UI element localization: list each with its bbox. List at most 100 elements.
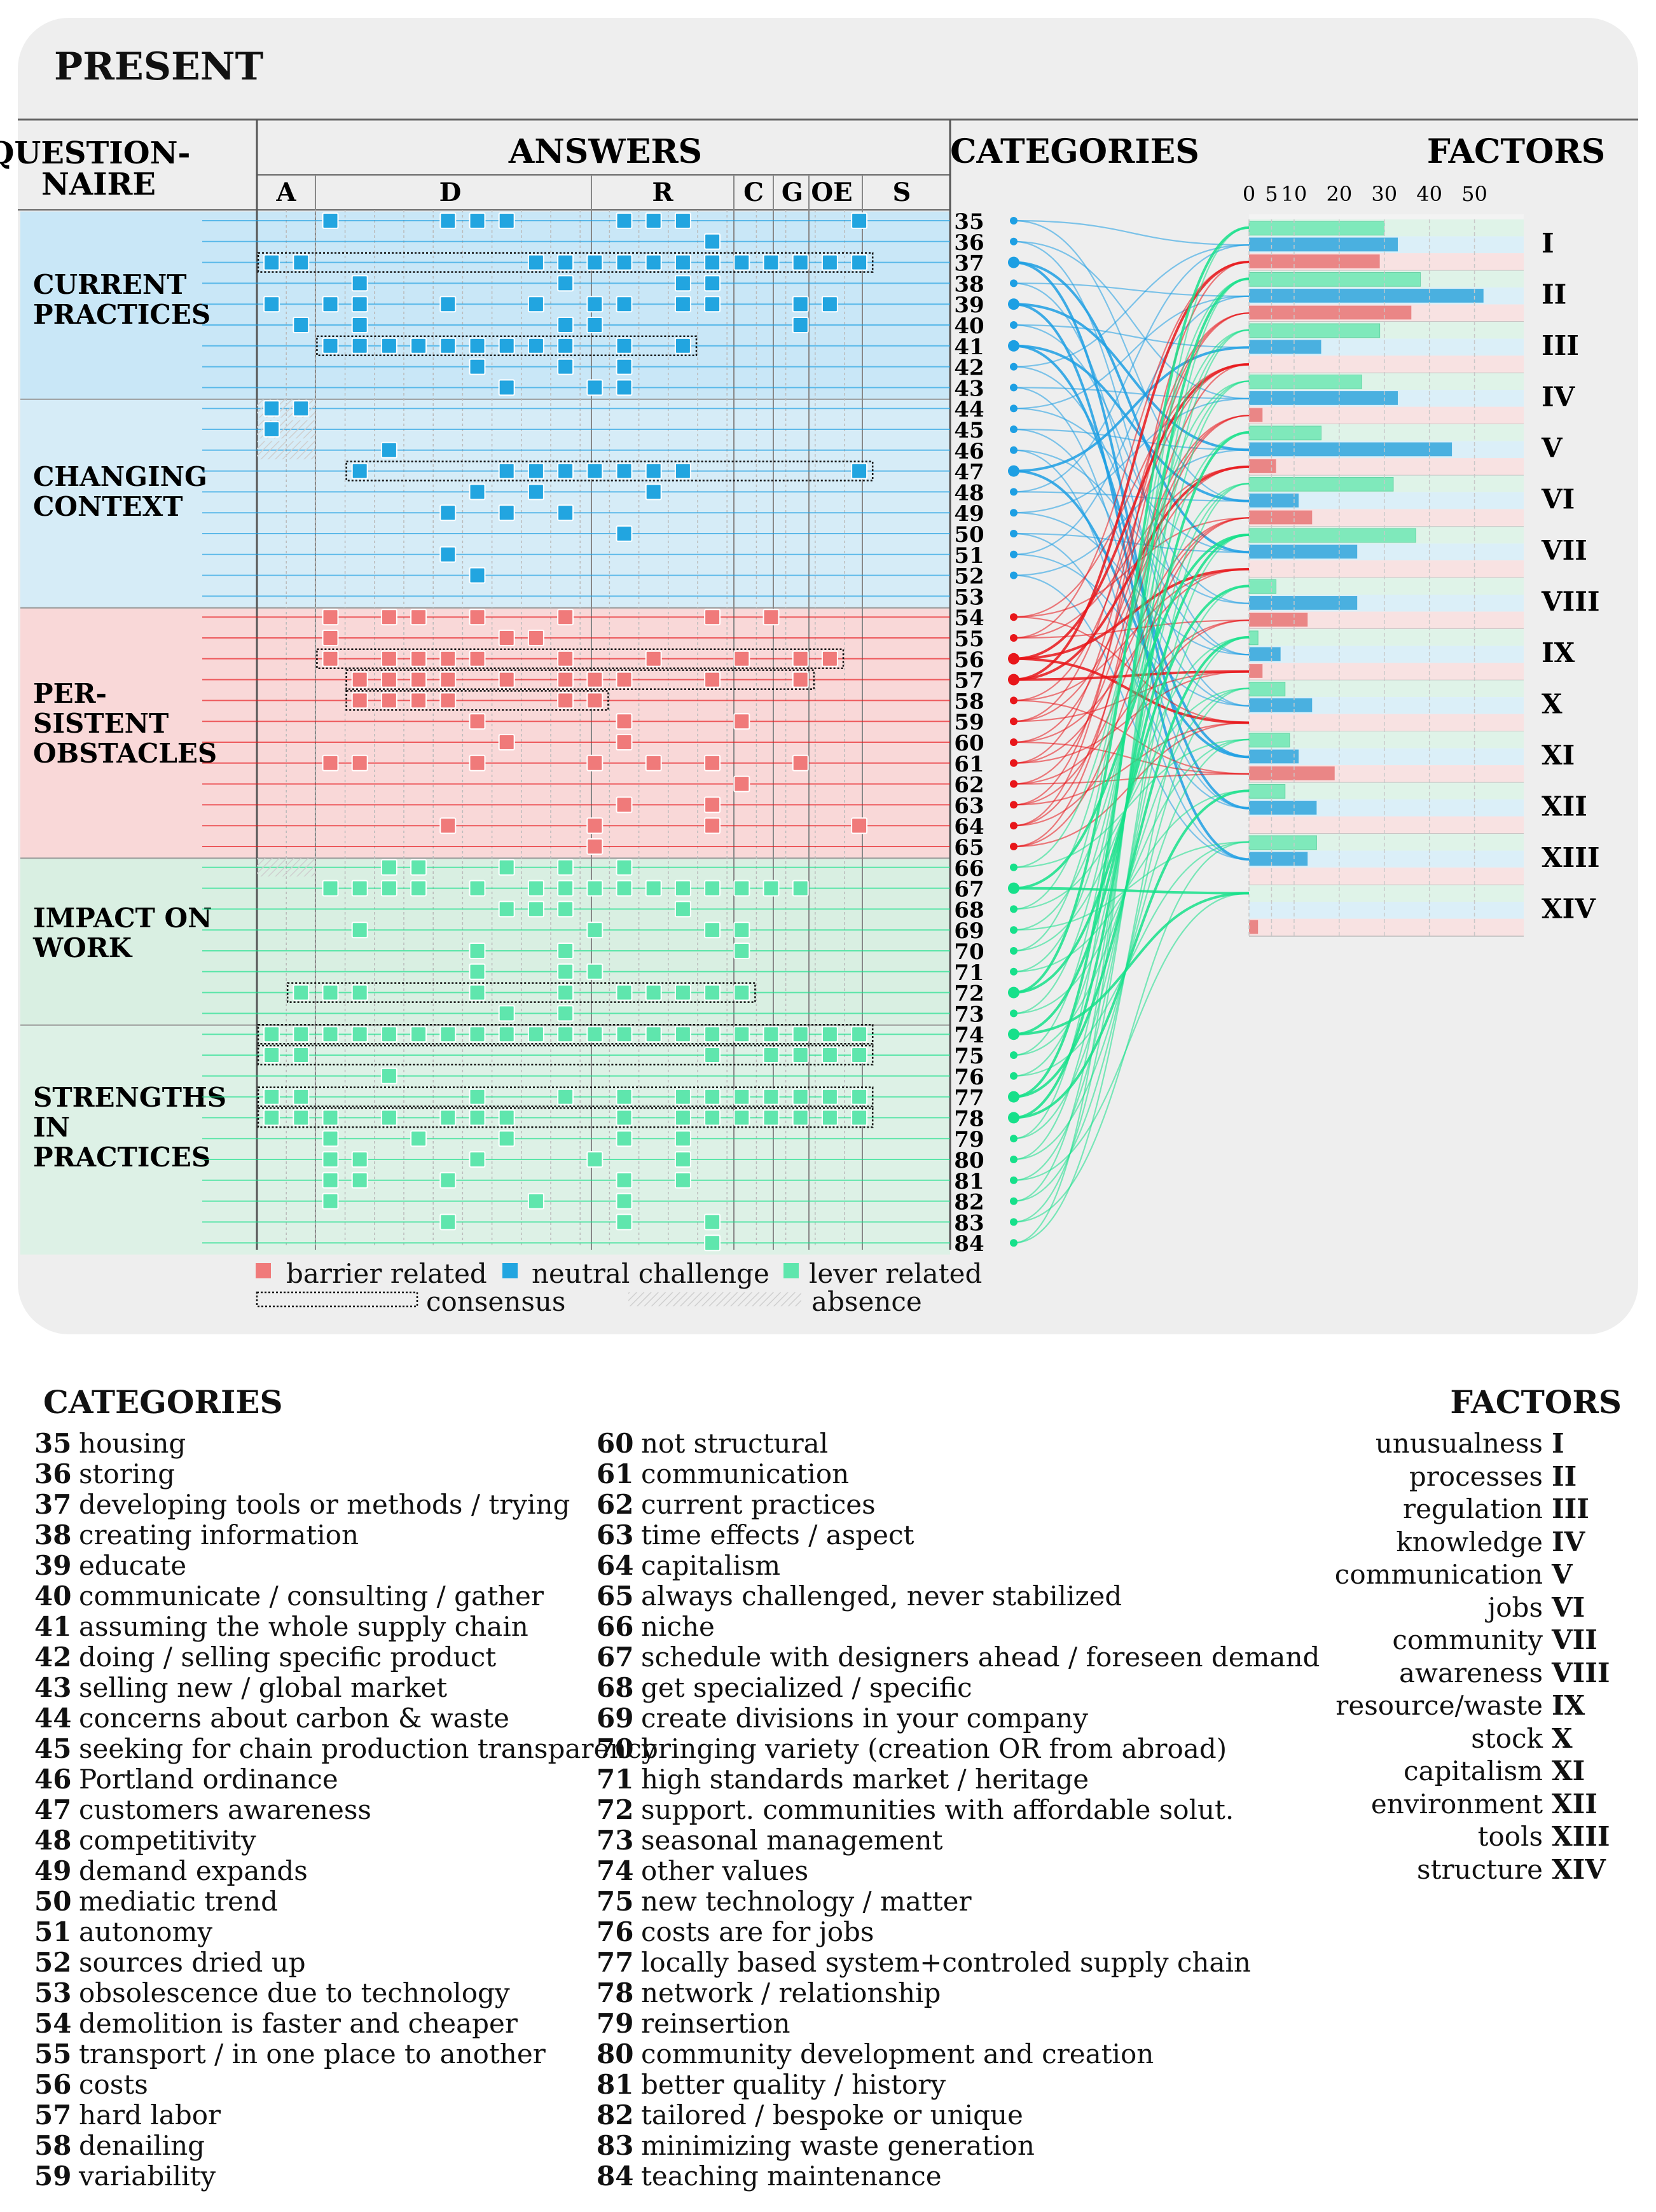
answer-group-g: G xyxy=(782,177,803,207)
row-start-dot xyxy=(1010,1072,1018,1080)
answer-mark xyxy=(498,462,515,480)
connection-curve xyxy=(1013,261,1250,639)
factor-band-barrier xyxy=(1249,868,1524,885)
answer-mark xyxy=(704,754,721,771)
connection-curve xyxy=(1013,397,1250,514)
factor-legend-number: VII xyxy=(1552,1624,1597,1656)
factor-bar-neutral-IV xyxy=(1249,391,1398,405)
factor-legend-label: tools xyxy=(1477,1821,1543,1852)
answer-mark xyxy=(792,1109,809,1126)
connection-curve xyxy=(1013,465,1250,681)
section-label-3: SISTENT xyxy=(33,708,169,739)
answer-mark xyxy=(704,254,721,271)
connection-curve xyxy=(1013,738,1250,1014)
answer-mark xyxy=(792,317,809,333)
connection-curve xyxy=(1013,892,1250,1036)
answer-mark xyxy=(351,692,368,709)
consensus-box xyxy=(345,690,609,711)
section-label-4: WORK xyxy=(32,932,133,964)
row-number-71: 71 xyxy=(954,960,984,986)
answer-mark xyxy=(586,922,604,939)
category-label: mediatic trend xyxy=(79,1886,278,1917)
category-label: time effects / aspect xyxy=(641,1519,914,1551)
connection-curve xyxy=(1013,635,1250,1098)
category-item: 40 communicate / consulting / gather xyxy=(34,1580,544,1612)
category-label: costs xyxy=(79,2069,148,2100)
category-label: educate xyxy=(79,1550,187,1581)
category-label: other values xyxy=(641,1855,809,1886)
factor-label-IV: IV xyxy=(1542,382,1576,413)
category-label: community development and creation xyxy=(641,2038,1154,2070)
factor-legend-label: community xyxy=(1392,1624,1543,1656)
answer-mark xyxy=(322,630,339,646)
answer-mark xyxy=(557,1026,574,1043)
answer-mark xyxy=(527,880,544,897)
answer-mark xyxy=(263,1088,280,1105)
row-start-dot xyxy=(1010,446,1018,454)
factor-legend-item: structure XIV xyxy=(1417,1854,1622,1885)
category-label: create divisions in your company xyxy=(641,1703,1088,1734)
absence-hatch xyxy=(257,441,315,460)
answer-mark xyxy=(380,441,397,459)
answer-mark xyxy=(293,317,310,333)
answer-mark xyxy=(527,337,544,354)
answer-mark xyxy=(586,1151,604,1168)
category-label: developing tools or methods / trying xyxy=(79,1489,570,1520)
category-item: 73 seasonal management xyxy=(597,1825,942,1856)
category-number: 55 xyxy=(34,2038,72,2070)
row-number-46: 46 xyxy=(954,439,984,464)
category-number: 54 xyxy=(34,2008,72,2039)
answer-group-oe: OE xyxy=(811,177,852,207)
category-item: 78 network / relationship xyxy=(597,1977,941,2008)
category-item: 60 not structural xyxy=(597,1428,828,1459)
answer-mark xyxy=(557,859,574,876)
row-number-81: 81 xyxy=(954,1169,984,1194)
category-label: network / relationship xyxy=(641,1977,941,2008)
row-number-56: 56 xyxy=(954,647,984,673)
factor-band-barrier xyxy=(1249,356,1524,373)
connection-curve xyxy=(1013,553,1250,707)
category-label: better quality / history xyxy=(641,2069,946,2100)
answer-mark xyxy=(498,1005,515,1022)
factor-legend-item: stock X xyxy=(1471,1723,1622,1754)
legend-lever-swatch xyxy=(783,1263,799,1278)
factor-bar-lever-II xyxy=(1248,272,1421,287)
answer-mark xyxy=(351,671,368,688)
answer-mark xyxy=(616,1192,633,1210)
consensus-box xyxy=(345,669,815,690)
connection-curve xyxy=(1013,841,1250,931)
answer-mark xyxy=(263,421,280,438)
answer-mark xyxy=(322,212,339,229)
category-item: 49 demand expands xyxy=(34,1855,308,1886)
factor-legend-number: III xyxy=(1552,1493,1589,1524)
answer-mark xyxy=(586,462,604,480)
answer-mark xyxy=(322,754,339,771)
answer-mark xyxy=(674,1088,691,1105)
category-number: 57 xyxy=(34,2099,72,2131)
category-number: 52 xyxy=(34,1947,72,1978)
category-label: always challenged, never stabilized xyxy=(641,1580,1122,1612)
answer-mark xyxy=(851,212,868,229)
factor-label-XI: XI xyxy=(1542,740,1575,771)
category-number: 56 xyxy=(34,2069,72,2100)
category-number: 44 xyxy=(34,1703,72,1734)
category-label: schedule with designers ahead / foreseen… xyxy=(641,1642,1320,1673)
answer-mark xyxy=(586,1026,604,1043)
answer-mark xyxy=(293,1026,310,1043)
factor-legend-number: VI xyxy=(1552,1591,1585,1623)
connection-curve xyxy=(1013,380,1250,868)
factor-legend-label: regulation xyxy=(1403,1493,1543,1524)
row-number-69: 69 xyxy=(954,918,984,944)
factor-bar-barrier-XIV xyxy=(1249,920,1259,934)
answer-mark xyxy=(439,212,457,229)
connection-curve xyxy=(1013,346,1250,473)
answer-mark xyxy=(645,254,662,271)
category-number: 41 xyxy=(34,1611,72,1642)
answer-mark xyxy=(557,943,574,959)
category-number: 37 xyxy=(34,1489,72,1520)
answer-mark xyxy=(469,880,486,897)
factor-legend-item: tools XIII xyxy=(1478,1821,1622,1852)
row-number-51: 51 xyxy=(954,543,984,569)
row-start-dot xyxy=(1010,613,1018,621)
factor-bar-barrier-I xyxy=(1249,254,1380,268)
